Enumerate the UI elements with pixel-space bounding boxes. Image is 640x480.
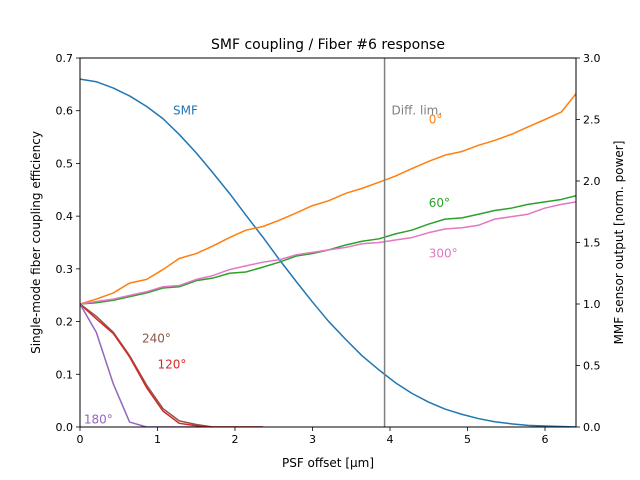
y-left-tick-label: 0.4 [56,210,74,223]
series-label-5: 120° [158,357,187,371]
y-axis-right-label: MMF sensor output [norm. power] [612,141,626,345]
plot-area [80,78,576,427]
series-label-6: 180° [84,413,113,427]
diffraction-limit-label: Diff. lim. [392,104,443,118]
x-tick-label: 5 [464,433,471,446]
y-right-tick-label: 2.5 [583,114,601,127]
x-tick-label: 4 [387,433,394,446]
series-line-0 [80,78,576,427]
y-left-tick-label: 0.3 [56,263,74,276]
series-label-4: 240° [142,331,171,345]
chart-title: SMF coupling / Fiber #6 response [211,37,445,53]
series-label-2: 60° [429,196,450,210]
y-left-tick-label: 0.2 [56,316,74,329]
x-tick-label: 6 [542,433,549,446]
y-right-tick-label: 3.0 [583,52,601,65]
y-right-tick-label: 1.0 [583,298,601,311]
y-left-tick-label: 0.6 [56,105,74,118]
x-axis: 0 1 2 3 4 5 6 [77,427,549,446]
y-axis-left: 0.0 0.1 0.2 0.3 0.4 0.5 0.6 0.7 [56,52,80,434]
series-line-3 [80,201,576,305]
y-right-tick-label: 0.5 [583,360,601,373]
y-left-tick-label: 0.7 [56,52,74,65]
x-tick-label: 0 [77,433,84,446]
series-label-1: 0° [429,113,443,127]
series-line-4 [80,303,263,427]
y-left-tick-label: 0.5 [56,157,74,170]
series-label-3: 300° [429,247,458,261]
y-right-tick-label: 2.0 [583,175,601,188]
y-left-tick-label: 0.1 [56,368,74,381]
y-right-tick-label: 1.5 [583,237,601,250]
y-right-tick-label: 0.0 [583,421,601,434]
x-axis-label: PSF offset [μm] [282,456,374,470]
x-tick-label: 1 [154,433,161,446]
x-tick-label: 2 [232,433,239,446]
series-label-0: SMF [173,104,198,118]
series-line-1 [80,93,576,305]
y-axis-right: 0.0 0.5 1.0 1.5 2.0 2.5 3.0 [576,52,601,434]
series-labels: SMF 0° 60° 300° 240° 120° 180° [84,104,458,427]
series-line-5 [80,303,263,427]
series-line-6 [80,303,197,427]
y-axis-left-label: Single-mode fiber coupling efficiency [29,131,43,354]
x-tick-label: 3 [309,433,316,446]
y-left-tick-label: 0.0 [56,421,74,434]
diffraction-limit-group: Diff. lim. [383,58,443,427]
